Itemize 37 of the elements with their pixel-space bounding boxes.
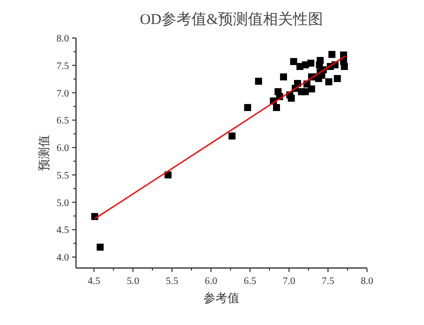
point [328, 50, 336, 58]
y-tick-label: 4.0 [56, 252, 69, 264]
x-tick-label: 7.0 [282, 276, 296, 287]
y-tick-label: 5.5 [56, 170, 69, 182]
point [308, 85, 316, 92]
plot: 4.5 5.0 5.5 6.0 6.5 7.0 7.5 8.0 4.0 4.5 5.0 5.5 6.0 6.5 7.0 7.5 8.0 [56, 34, 374, 287]
x-tick-label: 5.0 [126, 276, 140, 287]
point [290, 58, 298, 66]
point [288, 94, 295, 102]
point [164, 171, 172, 178]
point [340, 62, 348, 70]
y-tick-label: 6.5 [56, 116, 69, 127]
y-tick-label: 8.0 [56, 34, 69, 44]
point [302, 88, 309, 96]
chart-title: OD参考值&预测值相关性图 [140, 11, 324, 28]
x-tick-label: 7.5 [322, 276, 334, 287]
point [325, 78, 332, 86]
y-tick-label: 5.0 [56, 198, 69, 209]
x-tick-label: 6.5 [244, 276, 256, 287]
point [280, 73, 288, 80]
x-tick-label: 4.5 [88, 276, 100, 287]
y-axis-title: 预测值 [37, 135, 51, 171]
point [96, 244, 104, 251]
y-tick-label: 7.5 [56, 60, 69, 72]
point [273, 104, 280, 112]
point [307, 60, 314, 67]
y-tick-label: 6.0 [56, 143, 69, 154]
point [334, 75, 341, 82]
point [255, 78, 262, 85]
x-tick-label: 8.0 [360, 276, 374, 287]
y-tick-label: 4.5 [56, 225, 69, 236]
point [244, 104, 252, 112]
x-axis-title: 参考值 [204, 291, 240, 305]
x-tick-label: 6.0 [204, 276, 218, 287]
point [228, 132, 236, 140]
y-tick-label: 7.0 [56, 88, 69, 100]
x-tick-label: 5.5 [166, 276, 178, 287]
